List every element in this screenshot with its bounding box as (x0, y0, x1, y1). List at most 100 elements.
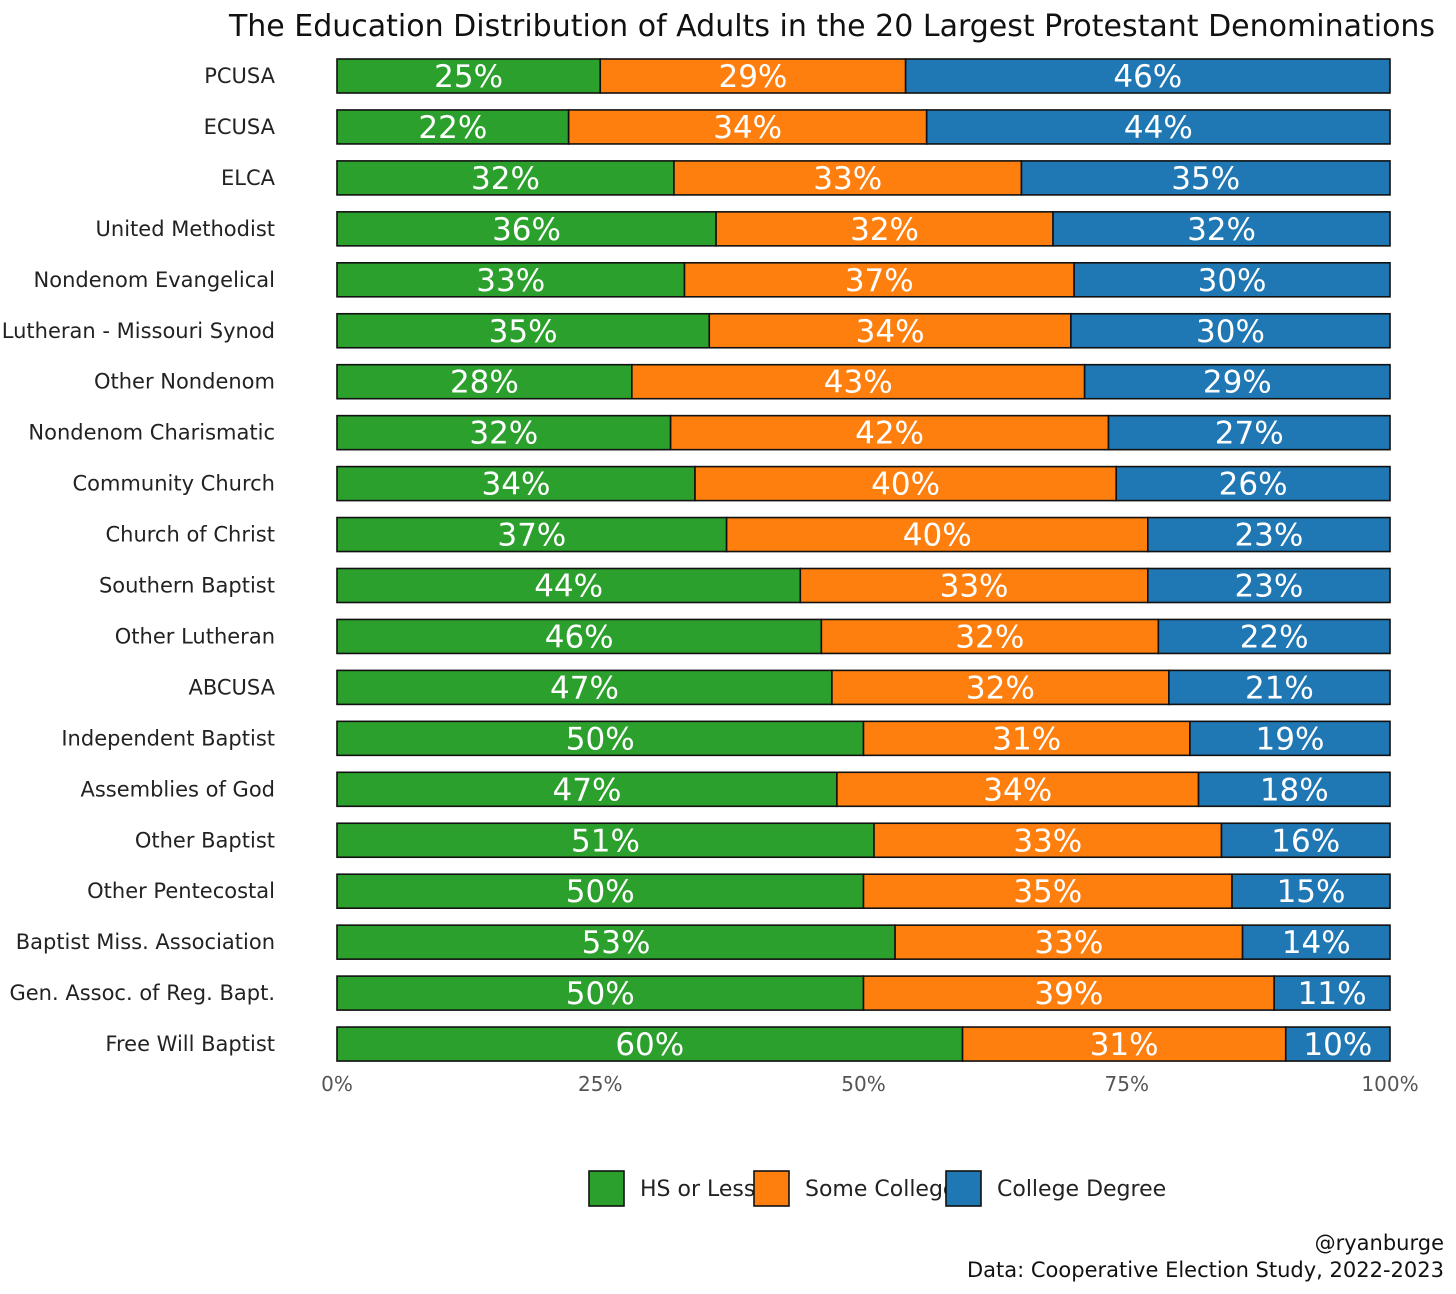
bar-segment-college-degree (1157, 618, 1391, 655)
legend: HS or Less Some College College Degree (588, 1170, 1166, 1207)
bar-segment-some-college (831, 669, 1170, 706)
data-label-some-college: 31% (1090, 1027, 1159, 1063)
category-label: Assemblies of God (80, 777, 275, 801)
bar-segment-some-college (708, 312, 1072, 349)
data-label-some-college: 33% (940, 569, 1009, 605)
data-label-college-degree: 32% (1187, 212, 1256, 248)
data-label-college-degree: 14% (1282, 925, 1351, 961)
data-label-hs-or-less: 53% (582, 925, 651, 961)
data-label-college-degree: 23% (1234, 518, 1303, 554)
bar-segment-some-college (961, 1026, 1287, 1062)
bar-segment-hs-or-less (336, 516, 728, 553)
data-label-some-college: 40% (871, 467, 940, 503)
category-label: Free Will Baptist (105, 1032, 275, 1056)
data-label-some-college: 32% (850, 212, 919, 248)
data-label-hs-or-less: 32% (469, 416, 538, 452)
category-labels: PCUSA ECUSA ELCA United Methodist Nondenom E… (2, 64, 276, 1056)
category-label: ELCA (221, 166, 276, 190)
data-label-some-college: 39% (1034, 976, 1103, 1012)
bar-segment-some-college (862, 720, 1191, 757)
data-label-college-degree: 19% (1256, 721, 1325, 757)
bar-segment-some-college (669, 414, 1110, 451)
caption-handle: @ryanburge (1315, 1231, 1444, 1255)
data-label-some-college: 34% (856, 314, 925, 350)
category-label: Nondenom Charismatic (28, 421, 275, 445)
bar-segment-some-college (567, 109, 928, 145)
data-label-hs-or-less: 22% (418, 110, 487, 146)
bar-segment-college-degree (1273, 975, 1391, 1011)
data-label-hs-or-less: 35% (489, 314, 558, 350)
bar-segment-hs-or-less (336, 211, 717, 247)
data-label-college-degree: 30% (1196, 314, 1265, 350)
data-label-hs-or-less: 47% (550, 670, 619, 706)
caption-source: Data: Cooperative Election Study, 2022-2… (967, 1258, 1444, 1282)
bar-segment-college-degree (1197, 771, 1391, 808)
category-label: Church of Christ (105, 523, 275, 547)
data-label-some-college: 33% (1034, 925, 1103, 961)
bar-segment-college-degree (1168, 669, 1391, 706)
bar-segment-college-degree (1115, 465, 1391, 502)
category-label: Independent Baptist (61, 726, 275, 750)
bar-segment-hs-or-less (336, 567, 802, 604)
data-label-some-college: 29% (718, 59, 787, 95)
bar-segment-college-degree (1189, 720, 1391, 757)
data-label-college-degree: 35% (1171, 161, 1240, 197)
bar-segment-some-college (683, 261, 1075, 298)
data-label-college-degree: 46% (1113, 59, 1182, 95)
x-tick-label: 0% (321, 1072, 353, 1096)
bar-segment-college-degree (1073, 261, 1391, 298)
category-label: Lutheran - Missouri Synod (2, 319, 275, 343)
category-label: PCUSA (204, 64, 275, 88)
bars-layer: 25% 29% 46% 22% 34% 44% 32% 33% 35% 36% 32% 32% 33% 3… (336, 58, 1391, 1063)
data-label-hs-or-less: 50% (566, 874, 635, 910)
legend-swatch-hs-or-less (588, 1170, 625, 1207)
category-label: Other Lutheran (115, 624, 275, 648)
bar-segment-college-degree (1107, 414, 1391, 451)
legend-label-college-degree: College Degree (997, 1177, 1166, 1202)
bar-segment-college-degree (904, 58, 1391, 94)
data-label-college-degree: 23% (1234, 569, 1303, 605)
bar-segment-some-college (673, 160, 1023, 196)
category-label: Community Church (72, 472, 275, 496)
bar-segment-some-college (599, 58, 907, 94)
data-label-some-college: 33% (813, 161, 882, 197)
bar-segment-some-college (873, 822, 1223, 859)
legend-swatch-college-degree (945, 1170, 982, 1207)
bar-segment-hs-or-less (336, 720, 865, 757)
category-label: Other Nondenom (94, 370, 275, 394)
legend-label-some-college: Some College (805, 1177, 956, 1202)
data-label-some-college: 34% (713, 110, 782, 146)
data-label-college-degree: 29% (1203, 365, 1272, 401)
bar-segment-hs-or-less (336, 414, 672, 451)
bar-segment-college-degree (1241, 924, 1391, 960)
data-label-some-college: 42% (855, 416, 924, 452)
bar-segment-college-degree (1220, 822, 1391, 859)
category-label: United Methodist (96, 217, 275, 241)
data-label-hs-or-less: 34% (482, 467, 551, 503)
data-label-hs-or-less: 47% (553, 772, 622, 808)
bar-segment-hs-or-less (336, 618, 823, 655)
data-label-college-degree: 22% (1240, 619, 1309, 655)
category-label: Other Pentecostal (87, 879, 275, 903)
data-label-some-college: 43% (824, 365, 893, 401)
data-label-hs-or-less: 46% (545, 619, 614, 655)
legend-swatch-some-college (753, 1170, 790, 1207)
data-label-college-degree: 18% (1260, 772, 1329, 808)
bar-segment-hs-or-less (336, 160, 675, 196)
data-label-college-degree: 16% (1271, 823, 1340, 859)
bar-segment-hs-or-less (336, 669, 833, 706)
data-label-college-degree: 27% (1215, 416, 1284, 452)
category-label: Other Baptist (135, 828, 275, 852)
data-label-college-degree: 15% (1277, 874, 1346, 910)
bar-segment-hs-or-less (336, 58, 602, 94)
bar-segment-some-college (862, 975, 1275, 1011)
data-label-hs-or-less: 28% (450, 365, 519, 401)
category-label: Baptist Miss. Association (16, 930, 275, 954)
bar-segment-hs-or-less (336, 261, 686, 298)
bar-segment-college-degree (1147, 567, 1391, 604)
data-label-hs-or-less: 44% (534, 569, 603, 605)
category-label: Nondenom Evangelical (34, 268, 275, 292)
legend-label-hs-or-less: HS or Less (640, 1177, 755, 1202)
